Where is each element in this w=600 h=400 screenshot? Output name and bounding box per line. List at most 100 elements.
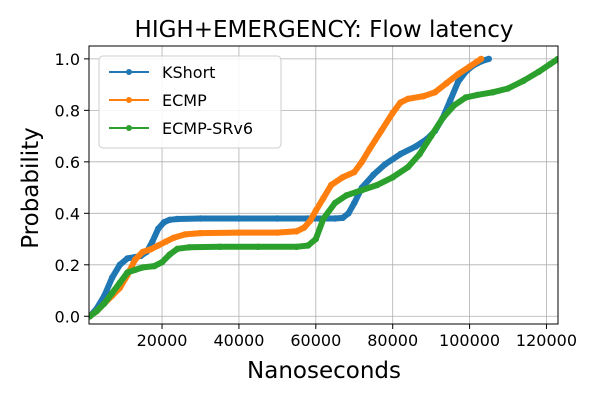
legend-box xyxy=(98,55,282,149)
data-point-ecmp-srv6 xyxy=(166,251,173,258)
x-tick-label: 60000 xyxy=(290,331,341,350)
data-point-ecmp-srv6 xyxy=(101,300,108,307)
data-point-kshort xyxy=(331,215,339,222)
data-point-ecmp xyxy=(320,194,327,202)
data-point-kshort xyxy=(345,210,352,217)
plot-area xyxy=(89,55,558,320)
data-point-ecmp xyxy=(293,228,300,235)
data-point-ecmp xyxy=(274,229,281,236)
data-point-ecmp-srv6 xyxy=(358,186,366,194)
data-point-ecmp xyxy=(466,63,473,70)
data-point-kshort xyxy=(116,261,124,268)
legend-label-ecmp-srv6: ECMP-SRv6 xyxy=(162,119,253,138)
data-point-ecmp-srv6 xyxy=(320,215,327,222)
data-point-ecmp xyxy=(443,80,450,87)
data-point-ecmp-srv6 xyxy=(293,243,300,250)
data-point-ecmp-srv6 xyxy=(389,174,396,181)
data-point-kshort xyxy=(108,274,116,281)
legend-item-ecmp-srv6: ECMP-SRv6 xyxy=(109,119,253,138)
data-point-ecmp xyxy=(404,95,412,103)
data-point-ecmp-srv6 xyxy=(535,68,542,75)
data-point-kshort xyxy=(155,225,162,232)
data-point-kshort xyxy=(381,161,389,168)
data-point-ecmp-srv6 xyxy=(185,244,193,251)
data-point-kshort xyxy=(149,238,156,245)
data-point-ecmp-srv6 xyxy=(116,279,124,286)
axes-frame xyxy=(88,45,559,325)
data-point-ecmp xyxy=(431,89,439,96)
data-point-ecmp xyxy=(131,256,139,263)
data-point-kshort xyxy=(235,215,243,222)
data-point-ecmp-srv6 xyxy=(427,132,435,140)
data-point-ecmp xyxy=(139,248,146,256)
data-point-ecmp-srv6 xyxy=(216,243,223,250)
data-point-ecmp xyxy=(197,229,204,237)
data-point-ecmp xyxy=(397,99,404,106)
data-point-ecmp-srv6 xyxy=(343,192,350,199)
data-point-kshort xyxy=(160,219,168,226)
data-point-kshort xyxy=(274,215,281,222)
x-tick-label: 40000 xyxy=(213,331,264,350)
data-point-kshort xyxy=(454,78,462,86)
y-tick-label: 0.4 xyxy=(55,204,80,223)
data-point-ecmp-srv6 xyxy=(439,114,446,122)
data-point-ecmp xyxy=(351,168,358,176)
data-point-ecmp xyxy=(378,127,385,135)
data-point-ecmp-srv6 xyxy=(124,269,131,276)
data-point-ecmp-srv6 xyxy=(489,89,496,96)
y-tick-label: 0.0 xyxy=(55,307,80,326)
chart-title: HIGH+EMERGENCY: Flow latency xyxy=(135,17,514,43)
data-point-ecmp xyxy=(477,55,485,63)
x-tick-label: 20000 xyxy=(137,331,188,350)
y-axis-label: Probability xyxy=(18,127,44,249)
data-point-ecmp-srv6 xyxy=(304,242,312,249)
data-point-ecmp xyxy=(181,231,189,238)
data-point-ecmp-srv6 xyxy=(331,199,339,207)
series-layer xyxy=(89,55,558,320)
data-point-ecmp-srv6 xyxy=(89,313,93,320)
data-point-ecmp-srv6 xyxy=(462,94,469,101)
data-point-ecmp xyxy=(162,238,170,245)
y-tick-label: 1.0 xyxy=(55,50,80,69)
data-point-ecmp xyxy=(147,246,154,253)
data-point-ecmp-srv6 xyxy=(554,55,558,63)
data-point-ecmp-srv6 xyxy=(174,245,181,252)
data-point-ecmp-srv6 xyxy=(416,150,423,158)
data-point-ecmp-srv6 xyxy=(93,307,100,315)
x-axis-label: Nanoseconds xyxy=(247,358,401,384)
data-point-kshort xyxy=(351,199,358,207)
legend-marker-kshort xyxy=(126,69,132,75)
y-tick-label: 0.8 xyxy=(55,101,80,120)
data-point-ecmp xyxy=(420,93,427,100)
data-point-ecmp-srv6 xyxy=(131,266,139,274)
legend-item-ecmp: ECMP xyxy=(109,91,207,110)
data-point-ecmp-srv6 xyxy=(451,102,458,109)
data-point-kshort xyxy=(370,171,377,178)
legend-item-kshort: KShort xyxy=(109,63,215,82)
data-point-ecmp-srv6 xyxy=(404,163,412,171)
x-tick-label: 80000 xyxy=(367,331,418,350)
data-point-ecmp-srv6 xyxy=(139,264,146,271)
data-point-kshort xyxy=(397,150,404,158)
data-point-ecmp-srv6 xyxy=(520,77,527,85)
data-point-ecmp-srv6 xyxy=(108,289,116,297)
data-point-ecmp xyxy=(312,207,319,214)
y-tick-label: 0.6 xyxy=(55,153,80,172)
data-point-ecmp xyxy=(306,217,314,225)
series-ecmp-srv6 xyxy=(89,55,558,320)
data-point-ecmp-srv6 xyxy=(312,235,319,243)
data-point-kshort xyxy=(485,55,492,63)
data-point-kshort xyxy=(166,216,173,223)
tick-layer: 20000 40000 60000 80000 100000 120000 0.0 0.2 0.… xyxy=(55,50,577,350)
legend-marker-ecmp xyxy=(126,97,132,103)
data-point-kshort xyxy=(339,214,346,222)
data-point-kshort xyxy=(174,215,181,223)
data-point-ecmp-srv6 xyxy=(547,60,554,68)
legend-label-ecmp: ECMP xyxy=(162,91,207,110)
y-tick-label: 0.2 xyxy=(55,256,80,275)
data-point-ecmp-srv6 xyxy=(474,91,481,99)
data-point-kshort xyxy=(124,255,131,262)
data-point-ecmp xyxy=(339,174,346,181)
data-point-ecmp xyxy=(389,109,396,117)
legend-label-kshort: KShort xyxy=(162,63,215,82)
